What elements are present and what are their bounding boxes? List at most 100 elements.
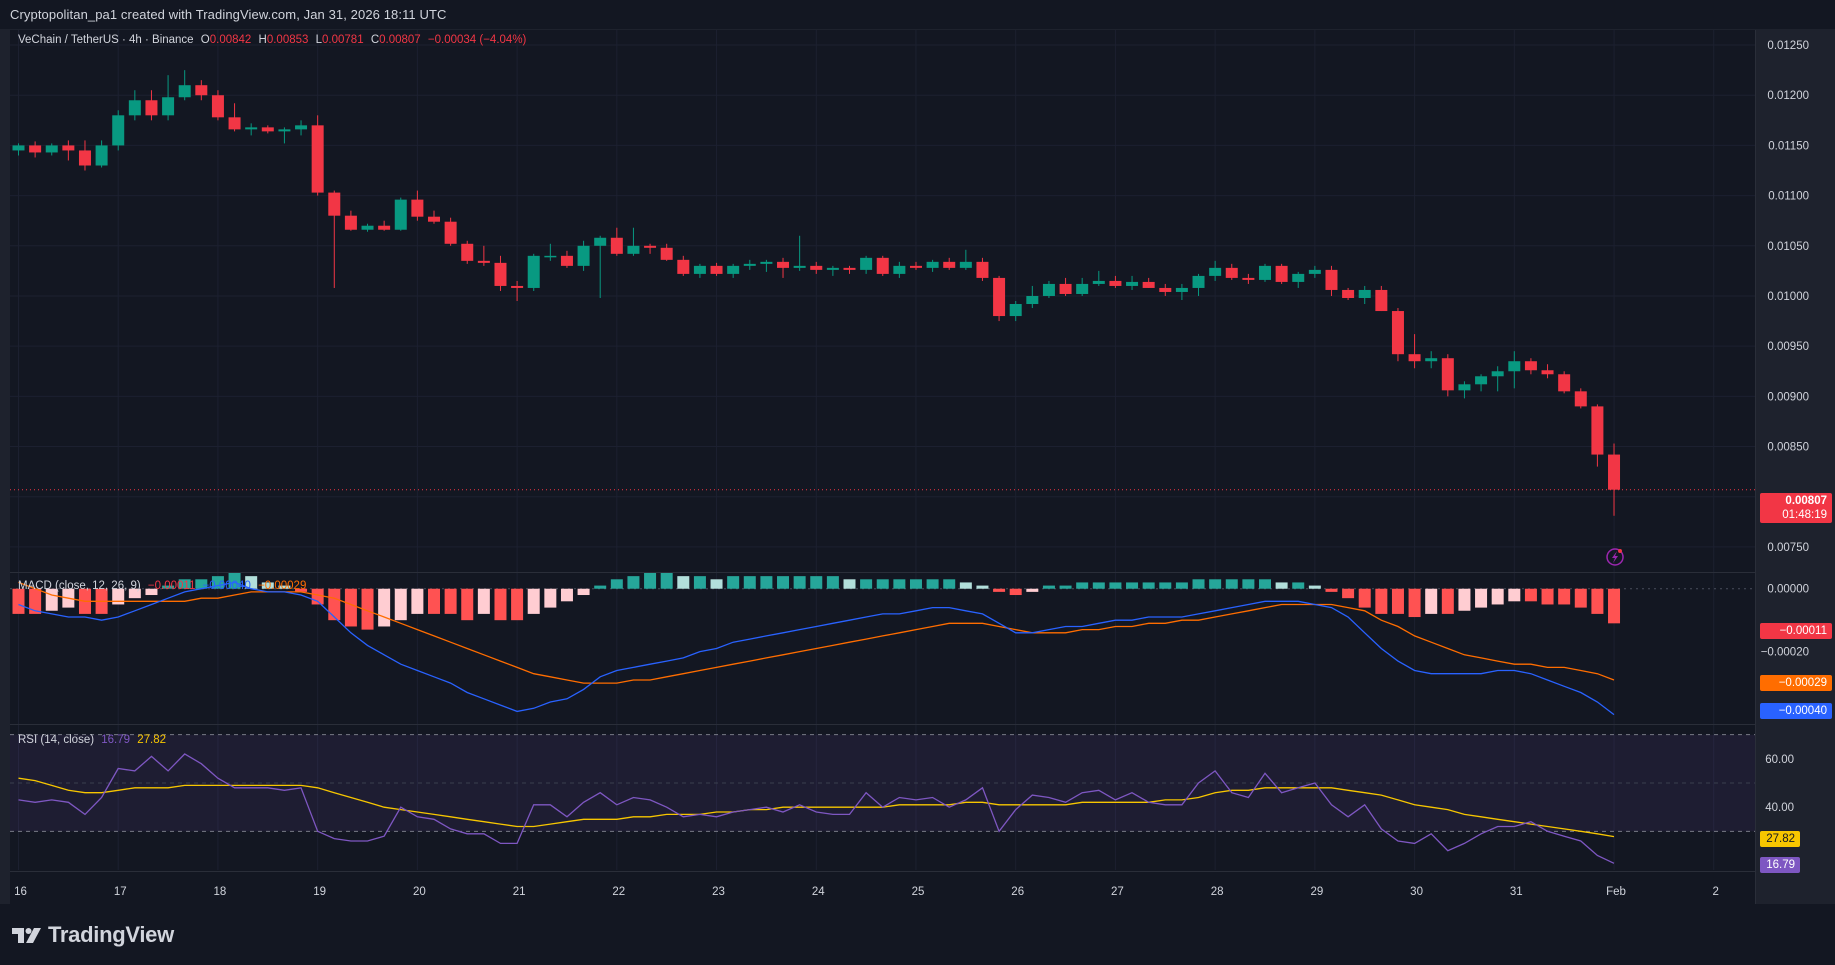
macd-hist-bar xyxy=(693,576,706,589)
alert-dot xyxy=(1618,549,1623,553)
candle-body xyxy=(1391,311,1404,355)
candle-body xyxy=(12,145,25,151)
bar-countdown: 01:48:19 xyxy=(1782,509,1827,521)
macd-legend-macd: −0.00040 xyxy=(202,580,251,592)
candle-body xyxy=(45,145,58,153)
candle-body xyxy=(1425,358,1438,362)
candle-body xyxy=(1192,275,1205,288)
macd-hist-tag: −0.00011 xyxy=(1760,623,1832,639)
macd-hist-bar xyxy=(162,585,175,589)
time-tick-label: 30 xyxy=(1410,886,1423,898)
candle-body xyxy=(876,257,889,274)
macd-hist-bar xyxy=(527,588,540,614)
macd-hist-bar xyxy=(1491,588,1504,605)
candle-body xyxy=(610,237,623,254)
time-tick-label: 26 xyxy=(1011,886,1024,898)
candle-body xyxy=(145,100,158,116)
candle-body xyxy=(710,265,723,274)
price-tick-label: 0.00950 xyxy=(1767,341,1809,353)
macd-hist-bar xyxy=(29,588,42,614)
candle-body xyxy=(461,243,474,261)
macd-hist-bar xyxy=(1109,582,1122,589)
rsi-value-tag: 16.79 xyxy=(1760,857,1800,873)
macd-hist-bar xyxy=(477,588,490,614)
candle-body xyxy=(394,199,407,230)
candle-body xyxy=(976,261,989,278)
brand-name: TradingView xyxy=(48,922,174,947)
symbol-legend[interactable]: VeChain / TetherUS · 4h · Binance O0.008… xyxy=(18,34,530,46)
macd-hist-bar xyxy=(909,579,922,589)
time-tick-label: 17 xyxy=(114,886,127,898)
price-tick-label: 0.01150 xyxy=(1768,140,1809,152)
macd-hist-bar xyxy=(1059,585,1072,589)
macd-hist-bar xyxy=(1225,579,1238,589)
macd-legend[interactable]: MACD (close, 12, 26, 9) −0.00011 −0.0004… xyxy=(18,580,310,592)
candle-body xyxy=(195,85,208,96)
last-price-value: 0.00807 xyxy=(1785,495,1827,507)
time-tick-label: 20 xyxy=(413,886,426,898)
candle-body xyxy=(1524,361,1537,371)
macd-hist-bar xyxy=(1358,588,1371,608)
time-tick-label: 24 xyxy=(812,886,825,898)
macd-line xyxy=(18,581,1615,716)
macd-hist-bar xyxy=(45,588,58,611)
candle-body xyxy=(311,125,324,193)
macd-hist-bar xyxy=(1242,579,1255,589)
candle-body xyxy=(627,245,640,254)
price-tick-label: 0.01100 xyxy=(1768,191,1809,203)
macd-hist-bar xyxy=(1441,588,1454,614)
candle-body xyxy=(228,117,241,130)
macd-hist-bar xyxy=(278,585,291,589)
candle-body xyxy=(211,95,224,118)
grid xyxy=(10,30,1755,870)
candle-body xyxy=(1375,289,1388,312)
macd-hist-bar xyxy=(261,582,274,589)
candle-body xyxy=(1225,267,1238,278)
time-tick-label: 29 xyxy=(1310,886,1323,898)
macd-hist-bar xyxy=(943,579,956,589)
price-tick-label: 0.00900 xyxy=(1767,391,1809,403)
macd-hist-bar xyxy=(178,579,191,589)
candle-body xyxy=(926,261,939,268)
macd-hist-bar xyxy=(743,576,756,589)
price-tick-label: 0.01000 xyxy=(1767,291,1809,303)
rsi-legend-name: RSI (14, close) xyxy=(18,734,95,746)
credit-line: Cryptopolitan_pa1 created with TradingVi… xyxy=(10,7,447,22)
rsi-legend-ma: 27.82 xyxy=(137,734,167,746)
macd-hist-bar xyxy=(1541,588,1554,605)
macd-hist-bar xyxy=(1508,588,1521,602)
candle-body xyxy=(328,192,341,216)
high-value: 0.00853 xyxy=(266,34,309,46)
candle-body xyxy=(1325,269,1338,290)
indicator-lines xyxy=(18,581,1615,864)
macd-hist-bar xyxy=(1425,588,1438,614)
candle-body xyxy=(344,215,357,230)
macd-legend-hist: −0.00011 xyxy=(147,580,196,592)
candle-body xyxy=(893,265,906,274)
candle-body xyxy=(993,277,1006,317)
macd-hist-bar xyxy=(428,588,440,614)
candle-body xyxy=(78,150,91,166)
macd-hist-bar xyxy=(760,576,773,589)
candle-body xyxy=(1491,371,1504,377)
macd-hist-bar xyxy=(1026,588,1039,592)
time-tick-label: Feb xyxy=(1606,886,1626,898)
time-tick-label: 21 xyxy=(513,886,526,898)
candle-body xyxy=(560,255,573,266)
tradingview-logo[interactable]: TradingView xyxy=(12,922,174,948)
macd-hist-bar xyxy=(295,588,308,592)
macd-histogram xyxy=(10,573,1755,630)
axes: 0.00750 0.00850 0.00900 0.00950 0.01000 0.010… xyxy=(10,40,1809,898)
macd-hist-bar xyxy=(810,576,823,589)
macd-hist-bar xyxy=(1209,579,1222,589)
rsi-legend[interactable]: RSI (14, close) 16.79 27.82 xyxy=(18,734,170,746)
macd-hist-bar xyxy=(1342,588,1355,599)
candle-body xyxy=(777,261,790,268)
macd-hist-bar xyxy=(710,579,723,589)
candle-body xyxy=(594,237,607,246)
macd-hist-bar xyxy=(328,588,341,621)
macd-hist-bar xyxy=(1126,582,1139,589)
macd-hist-bar xyxy=(1325,588,1338,592)
rsi-ma-tag: 27.82 xyxy=(1760,831,1800,847)
macd-hist-bar xyxy=(494,588,507,621)
